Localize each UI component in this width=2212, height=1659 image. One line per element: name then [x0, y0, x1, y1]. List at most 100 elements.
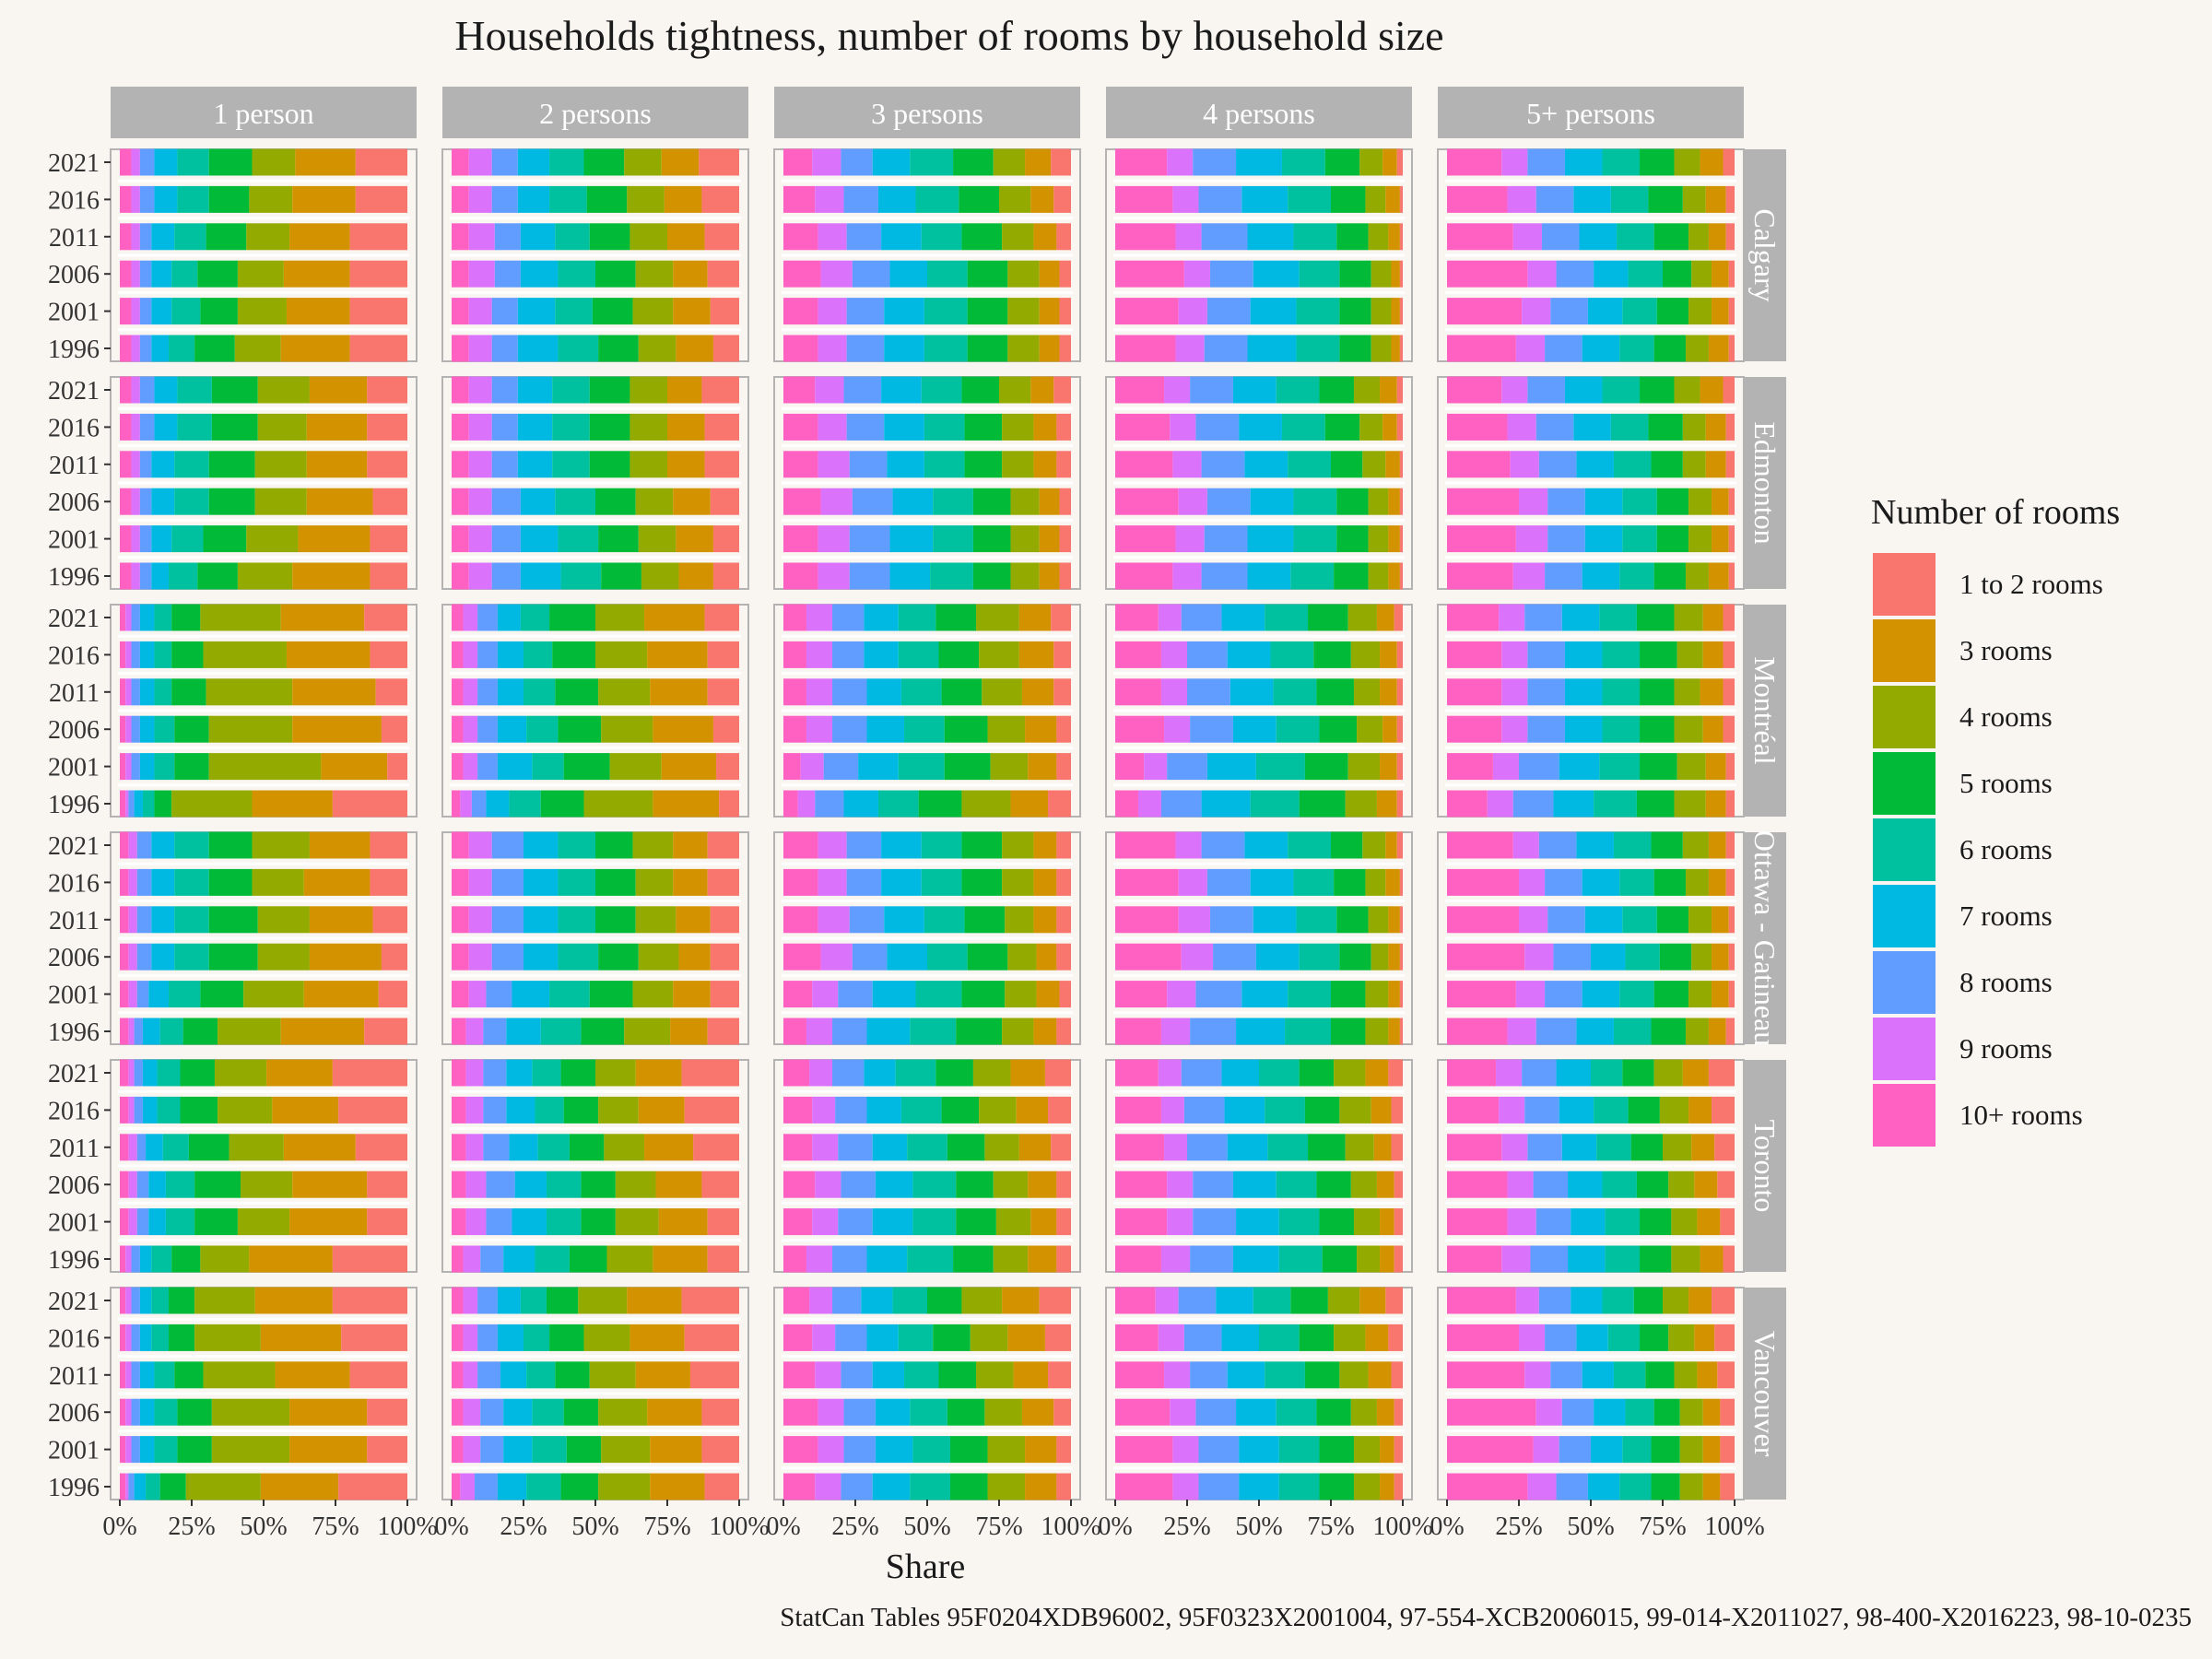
bar-segment: Montréal · 1 person · 2021 · 5 rooms: 10…: [171, 604, 201, 631]
bar-segment: Vancouver · 2 persons · 1996 · 7 rooms: …: [497, 1473, 527, 1500]
bar-segment: Calgary · 2 persons · 2011 · 8 rooms: 9%: [494, 223, 521, 251]
row-strip-vancouver: [1744, 1288, 1786, 1500]
bar-segment: Edmonton · 5+ persons · 1996 · 4 rooms: …: [1685, 562, 1709, 590]
bar-segment: Toronto · 3 persons · 2021 · 3 rooms: 12…: [1010, 1059, 1045, 1087]
bar-segment: Ottawa - Gatineau · 1 person · 2001 · 8 …: [136, 981, 149, 1008]
bar-segment: Calgary · 2 persons · 2016 · 5 rooms: 14…: [586, 185, 628, 213]
bar-segment: Ottawa - Gatineau · 2 persons · 2001 · 9…: [468, 981, 487, 1008]
bar-segment: Vancouver · 3 persons · 1996 · 4 rooms: …: [987, 1473, 1026, 1500]
bar-segment: Toronto · 2 persons · 2016 · 8 rooms: 8%: [483, 1096, 507, 1124]
bar-segment: Ottawa - Gatineau · 5+ persons · 2006 · …: [1625, 943, 1660, 971]
bar-segment: Ottawa - Gatineau · 5+ persons · 2016 · …: [1519, 868, 1546, 896]
bar-segment: Calgary · 1 person · 2011 · 5 rooms: 14%: [206, 223, 247, 251]
x-tick-label: 50%: [1235, 1512, 1282, 1541]
bar-segment: Edmonton · 3 persons · 2021 · 6 rooms: 1…: [921, 376, 962, 404]
bar-segment: Calgary · 3 persons · 2006 · 5 rooms: 14…: [967, 260, 1008, 288]
bar-segment: Vancouver · 5+ persons · 2021 · 5 rooms:…: [1633, 1287, 1663, 1314]
bar-segment: Vancouver · 1 person · 2001 · 6 rooms: 8…: [154, 1436, 178, 1464]
bar-segment: Vancouver · 1 person · 2011 · 5 rooms: 1…: [174, 1361, 204, 1389]
bar-segment: Vancouver · 5+ persons · 1996 · 3 rooms:…: [1702, 1473, 1721, 1500]
bar-segment: Toronto · 1 person · 2016 · 1 to 2 rooms…: [338, 1096, 407, 1124]
bar-segment: Edmonton · 2 persons · 2006 · 5 rooms: 1…: [595, 488, 636, 515]
bar-segment: Ottawa - Gatineau · 4 persons · 2001 · 3…: [1388, 981, 1400, 1008]
bar-segment: Ottawa - Gatineau · 2 persons · 2001 · 6…: [549, 981, 590, 1008]
bar-segment: Vancouver · 2 persons · 2001 · 3 rooms: …: [650, 1436, 702, 1464]
bar-segment: Edmonton · 4 persons · 1996 · 5 rooms: 1…: [1334, 562, 1369, 590]
bar-segment: Ottawa - Gatineau · 4 persons · 2001 · 6…: [1288, 981, 1331, 1008]
x-tick-label: 50%: [240, 1512, 287, 1541]
bar-segment: Ottawa - Gatineau · 2 persons · 1996 · 9…: [465, 1018, 484, 1045]
bar-segment: Calgary · 5+ persons · 2006 · 9 rooms: 1…: [1527, 260, 1557, 288]
bar-segment: Ottawa - Gatineau · 1 person · 2016 · 4 …: [252, 868, 304, 896]
bar-segment: Vancouver · 4 persons · 2021 · 9 rooms: …: [1155, 1287, 1179, 1314]
bar-segment: Toronto · 4 persons · 1996 · 1 to 2 room…: [1394, 1245, 1403, 1273]
bar-segment: Toronto · 4 persons · 2016 · 9 rooms: 8%: [1160, 1096, 1184, 1124]
bar-segment: Vancouver · 1 person · 2006 · 3 rooms: 2…: [289, 1398, 368, 1426]
bar-segment: Vancouver · 4 persons · 1996 · 7 rooms: …: [1239, 1473, 1279, 1500]
x-tick-label: 100%: [1372, 1512, 1432, 1541]
bar-segment: Toronto · 5+ persons · 2021 · 1 to 2 roo…: [1708, 1059, 1735, 1087]
bar-segment: Ottawa - Gatineau · 3 persons · 2006 · 8…: [852, 943, 888, 971]
x-tick-label: 25%: [500, 1512, 547, 1541]
bar-segment: Edmonton · 1 person · 2011 · 10+ rooms: …: [120, 451, 132, 478]
bar-segment: Edmonton · 1 person · 2006 · 8 rooms: 4%: [139, 488, 152, 515]
bar-segment: Vancouver · 1 person · 2006 · 10+ rooms:…: [120, 1398, 126, 1426]
bar-segment: Calgary · 3 persons · 1996 · 6 rooms: 15…: [924, 335, 968, 362]
bar-segment: Edmonton · 1 person · 2001 · 9 rooms: 3%: [131, 525, 140, 553]
panel-calgary-5-persons: Calgary · 5+ persons · 2021 · 10+ rooms:…: [1437, 148, 1745, 362]
bar-segment: Vancouver · 4 persons · 2016 · 1 to 2 ro…: [1388, 1324, 1403, 1351]
bar-segment: Toronto · 4 persons · 2001 · 1 to 2 room…: [1394, 1208, 1403, 1236]
bar-segment: Toronto · 4 persons · 2021 · 9 rooms: 8%: [1158, 1059, 1182, 1087]
bar-segment: Calgary · 4 persons · 2016 · 9 rooms: 9%: [1172, 185, 1199, 213]
bar-segment: Toronto · 4 persons · 2006 · 4 rooms: 9%: [1350, 1171, 1377, 1198]
bar-segment: Edmonton · 1 person · 2001 · 10+ rooms: …: [120, 525, 132, 553]
bar-segment: Ottawa - Gatineau · 5+ persons · 2001 · …: [1653, 981, 1689, 1008]
bar-segment: Vancouver · 1 person · 2011 · 7 rooms: 5…: [139, 1361, 155, 1389]
bar-segment: Toronto · 1 person · 2021 · 6 rooms: 8%: [157, 1059, 181, 1087]
bar-segment: Ottawa - Gatineau · 1 person · 2011 · 5 …: [208, 906, 258, 934]
bar-segment: Ottawa - Gatineau · 4 persons · 2021 · 1…: [1115, 831, 1176, 859]
bar-segment: Vancouver · 2 persons · 2016 · 7 rooms: …: [497, 1324, 524, 1351]
bar-segment: Toronto · 2 persons · 2016 · 3 rooms: 16…: [638, 1096, 685, 1124]
bar-segment: Calgary · 2 persons · 1996 · 8 rooms: 9%: [491, 335, 518, 362]
bar-segment: Ottawa - Gatineau · 2 persons · 1996 · 7…: [506, 1018, 541, 1045]
bar-segment: Montréal · 2 persons · 2016 · 7 rooms: 9…: [497, 641, 524, 668]
bar-segment: Edmonton · 2 persons · 2016 · 6 rooms: 1…: [552, 413, 590, 441]
bar-segment: Toronto · 5+ persons · 2021 · 4 rooms: 1…: [1653, 1059, 1683, 1087]
bar-segment: Ottawa - Gatineau · 2 persons · 2021 · 6…: [558, 831, 595, 859]
bar-segment: Calgary · 2 persons · 2011 · 4 rooms: 13…: [629, 223, 667, 251]
bar-segment: Edmonton · 3 persons · 1996 · 1 to 2 roo…: [1059, 562, 1071, 590]
bar-segment: Ottawa - Gatineau · 5+ persons · 2011 · …: [1712, 906, 1729, 934]
row-strip-montreal: [1744, 605, 1786, 817]
bar-segment: Edmonton · 1 person · 2021 · 9 rooms: 3%: [131, 376, 140, 404]
bar-segment: Toronto · 5+ persons · 2011 · 3 rooms: 8…: [1691, 1134, 1715, 1161]
legend-key-6-rooms: [1873, 818, 1936, 881]
bar-segment: Ottawa - Gatineau · 5+ persons · 2011 · …: [1622, 906, 1657, 934]
legend-label: 3 rooms: [1959, 634, 2053, 666]
bar-segment: Calgary · 1 person · 2011 · 8 rooms: 4%: [139, 223, 152, 251]
bar-segment: Edmonton · 5+ persons · 1996 · 5 rooms: …: [1653, 562, 1686, 590]
panel-vancouver-5-persons: Vancouver · 5+ persons · 2021 · 10+ room…: [1430, 1287, 1765, 1541]
bar-segment: Edmonton · 5+ persons · 2011 · 9 rooms: …: [1510, 451, 1539, 478]
bar-segment: Vancouver · 2 persons · 2011 · 1 to 2 ro…: [689, 1361, 739, 1389]
bar-segment: Vancouver · 2 persons · 2016 · 5 rooms: …: [549, 1324, 584, 1351]
bar-segment: Montréal · 3 persons · 2006 · 9 rooms: 9…: [806, 715, 833, 743]
bar-segment: Calgary · 2 persons · 2011 · 5 rooms: 14…: [589, 223, 630, 251]
bar-segment: Ottawa - Gatineau · 2 persons · 1996 · 1…: [452, 1018, 466, 1045]
bar-segment: Calgary · 2 persons · 2011 · 9 rooms: 9%: [468, 223, 495, 251]
bar-segment: Calgary · 5+ persons · 2006 · 3 rooms: 6…: [1712, 260, 1729, 288]
bar-segment: Edmonton · 2 persons · 2016 · 8 rooms: 9…: [491, 413, 518, 441]
bar-segment: Ottawa - Gatineau · 2 persons · 2021 · 5…: [595, 831, 633, 859]
x-tick-label: 0%: [766, 1512, 800, 1541]
bar-segment: Edmonton · 1 person · 1996 · 4 rooms: 19…: [237, 562, 293, 590]
bar-segment: Edmonton · 2 persons · 1996 · 5 rooms: 1…: [601, 562, 641, 590]
bar-segment: Ottawa - Gatineau · 5+ persons · 2016 · …: [1708, 868, 1726, 896]
bar-segment: Vancouver · 5+ persons · 2006 · 1 to 2 r…: [1720, 1398, 1735, 1426]
bar-segment: Calgary · 5+ persons · 1996 · 4 rooms: 8…: [1685, 335, 1709, 362]
x-tick-label: 100%: [377, 1512, 437, 1541]
bar-segment: Ottawa - Gatineau · 4 persons · 1996 · 1…: [1115, 1018, 1161, 1045]
bar-segment: Edmonton · 2 persons · 2011 · 6 rooms: 1…: [552, 451, 590, 478]
bar-segment: Montréal · 1 person · 2001 · 1 to 2 room…: [387, 753, 407, 781]
bar-segment: Ottawa - Gatineau · 4 persons · 2006 · 6…: [1299, 943, 1340, 971]
